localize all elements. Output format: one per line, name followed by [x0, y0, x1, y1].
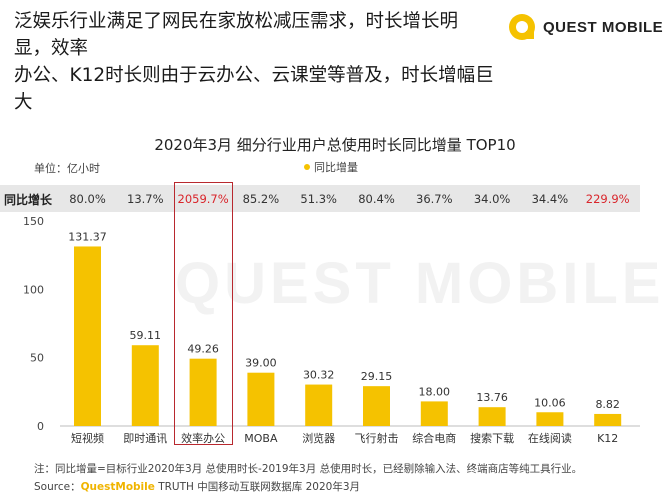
data-label: 30.32 [303, 369, 335, 382]
data-label: 10.06 [534, 396, 566, 409]
x-tick-label: 在线阅读 [528, 431, 572, 445]
data-label: 8.82 [595, 398, 620, 411]
data-label: 131.37 [68, 230, 107, 243]
bar [305, 384, 333, 426]
headline-line-1: 泛娱乐行业满足了网民在家放松减压需求，时长增长明显，效率 [14, 11, 459, 59]
x-tick-label: 浏览器 [302, 431, 335, 445]
bar [74, 246, 101, 426]
data-label: 13.76 [476, 391, 508, 404]
bar [478, 407, 506, 426]
growth-value: 34.4% [531, 192, 569, 206]
brand-logo: QUEST MOBILE [507, 12, 663, 42]
brand-name: QUEST MOBILE [543, 18, 664, 36]
source-brand: QuestMobile [80, 481, 155, 493]
y-tick-label: 150 [23, 215, 44, 228]
quest-mobile-logo-icon [509, 14, 535, 40]
footnote: 注：同比增量=目标行业2020年3月 总使用时长-2019年3月 总使用时长，已… [34, 463, 583, 475]
growth-value: 51.3% [300, 192, 337, 206]
bar [536, 412, 564, 426]
x-tick-label: K12 [597, 432, 618, 445]
y-tick-label: 0 [37, 420, 44, 433]
data-label: 39.00 [245, 357, 277, 370]
growth-value: 80.4% [358, 192, 395, 206]
source-line: Source：QuestMobile TRUTH 中国移动互联网数据库 2020… [34, 479, 360, 494]
y-tick-label: 50 [30, 352, 44, 365]
growth-value: 80.0% [69, 192, 106, 206]
growth-value: 36.7% [416, 192, 453, 206]
source-prefix: Source： [34, 481, 81, 493]
bar [131, 345, 159, 426]
growth-value: 34.0% [473, 192, 511, 206]
growth-band [0, 185, 640, 212]
x-tick-label: 短视频 [71, 431, 104, 445]
x-tick-label: MOBA [244, 432, 278, 445]
growth-value: 229.9% [585, 192, 630, 206]
x-tick-label: 搜索下载 [470, 431, 514, 445]
bar [247, 372, 275, 426]
data-label: 29.15 [361, 370, 393, 383]
bar [363, 386, 390, 426]
unit-label: 单位：亿小时 [34, 162, 100, 175]
x-tick-label: 飞行射击 [355, 431, 399, 445]
growth-value: 13.7% [127, 192, 164, 206]
data-label: 49.26 [187, 343, 219, 356]
chart-title: 2020年3月 细分行业用户总使用时长同比增量 TOP10 [154, 136, 516, 154]
headline-line-2: 办公、K12时长则由于云办公、云课堂等普及，时长增幅巨大 [14, 65, 494, 113]
source-rest: TRUTH 中国移动互联网数据库 2020年3月 [154, 481, 360, 493]
headline: 泛娱乐行业满足了网民在家放松减压需求，时长增长明显，效率 办公、K12时长则由于… [14, 8, 494, 116]
data-label: 18.00 [419, 385, 451, 398]
bar [420, 401, 448, 426]
y-tick-label: 100 [23, 283, 44, 296]
x-tick-label: 效率办公 [181, 431, 225, 445]
bar [594, 413, 622, 426]
watermark: QUEST MOBILE [175, 251, 665, 316]
data-label: 59.11 [130, 329, 162, 342]
x-tick-label: 综合电商 [412, 431, 456, 445]
highlight-box [174, 182, 233, 445]
bar [189, 358, 217, 426]
legend-label: 同比增量 [314, 161, 358, 174]
growth-row-label: 同比增长 [4, 193, 53, 207]
legend-swatch [304, 164, 310, 170]
legend: 同比增量 [304, 159, 358, 175]
x-tick-label: 即时通讯 [123, 432, 167, 445]
growth-value: 85.2% [242, 192, 280, 206]
growth-value: 2059.7% [177, 192, 229, 206]
